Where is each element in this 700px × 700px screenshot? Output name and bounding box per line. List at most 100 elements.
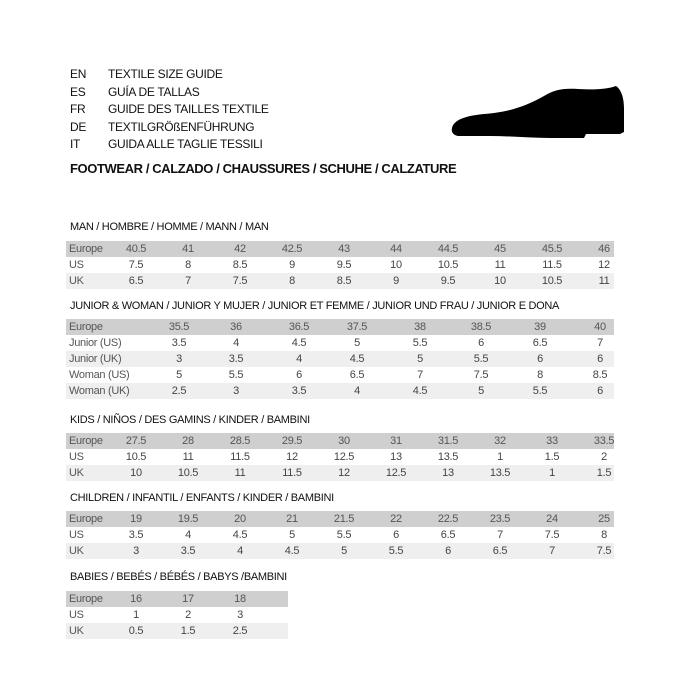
row-label: Woman (UK) [69,385,130,397]
table-cell: 22.5 [437,513,459,525]
table-cell: 4 [233,337,239,349]
table-row: Woman (US) 5 5.5 6 6.5 7 7.5 8 8.5 [66,367,614,383]
junior-woman-size-table: Europe 35.5 36 36.5 37.5 38 38.5 39 40 Junior (US… [66,319,614,399]
table-cell: 5.5 [228,369,244,381]
table-cell: 3 [176,353,182,365]
table-cell: 8 [601,529,607,541]
table-cell: 3.5 [228,353,244,365]
table-cell: 8 [289,275,295,287]
language-code: DE [70,119,87,134]
table-cell: 6.5 [349,369,365,381]
table-cell: 7 [417,369,423,381]
table-cell: 4.5 [284,545,300,557]
table-cell: 8.5 [336,275,352,287]
table-cell: 7.5 [544,529,560,541]
row-label: Europe [69,243,103,255]
table-cell: 6.5 [532,337,548,349]
table-cell: 4 [354,385,360,397]
table-cell: 7 [549,545,555,557]
table-cell: 10.5 [437,259,459,271]
table-cell: 4.5 [291,337,307,349]
table-cell: 7.5 [232,275,248,287]
table-cell: 8.5 [592,369,608,381]
table-cell: 3.5 [180,545,196,557]
table-cell: 5 [176,369,182,381]
table-cell: 7 [185,275,191,287]
table-cell: 31 [390,435,402,447]
babies-section-title: BABIES / BEBÉS / BÉBÉS / BABYS /BAMBINI [70,571,287,583]
guide-title: TEXTILE SIZE GUIDE [108,67,223,81]
table-cell: 24 [546,513,558,525]
table-cell: 2 [601,451,607,463]
table-cell: 9 [289,259,295,271]
table-cell: 13 [442,467,454,479]
table-cell: 41 [182,243,194,255]
table-cell: 32 [494,435,506,447]
table-cell: 43 [338,243,350,255]
row-label: US [69,609,84,621]
table-cell: 1 [497,451,503,463]
table-cell: 33.5 [593,435,615,447]
table-cell: 7 [597,337,603,349]
table-cell: 6 [537,353,543,365]
table-header-row: Europe 40.5 41 42 42.5 43 44 44.5 45 45.5 46 [66,241,614,257]
table-cell: 29.5 [281,435,303,447]
table-row: Woman (UK) 2.5 3 3.5 4 4.5 5 5.5 6 [66,383,614,399]
table-cell: 1.5 [180,625,196,637]
table-row: UK 6.5 7 7.5 8 8.5 9 9.5 10 10.5 11 [66,273,614,289]
row-label: US [69,529,84,541]
table-cell: 10.5 [125,451,147,463]
table-cell: 3.5 [171,337,187,349]
table-cell: 10 [390,259,402,271]
table-cell: 18 [234,593,246,605]
language-code: ES [70,84,86,99]
table-cell: 44 [390,243,402,255]
row-label: Europe [69,435,103,447]
table-cell: 37.5 [346,321,368,333]
table-cell: 36.5 [288,321,310,333]
guide-title: GUIDE DES TAILLES TEXTILE [108,102,269,116]
row-label: UK [69,625,84,637]
table-cell: 11.5 [542,259,562,271]
table-cell: 8 [537,369,543,381]
table-cell: 11 [494,259,506,271]
table-cell: 36 [230,321,242,333]
table-cell: 2 [185,609,191,621]
table-row: Junior (UK) 3 3.5 4 4.5 5 5.5 6 6 [66,351,614,367]
row-label: US [69,259,84,271]
table-cell: 5.5 [412,337,428,349]
table-cell: 42.5 [281,243,303,255]
table-cell: 45 [494,243,506,255]
table-cell: 30 [338,435,350,447]
table-cell: 33 [546,435,558,447]
table-cell: 13.5 [437,451,459,463]
babies-size-table: Europe 16 17 18 US 1 2 3 UK 0.5 1.5 2.5 [66,591,288,639]
shoe-icon [451,86,624,138]
footwear-heading: FOOTWEAR / CALZADO / CHAUSSURES / SCHUHE… [70,161,457,176]
table-cell: 6 [597,353,603,365]
table-row: UK 10 10.5 11 11.5 12 12.5 13 13.5 1 1.5 [66,465,614,481]
table-cell: 38 [414,321,426,333]
table-cell: 6 [597,385,603,397]
table-cell: 3.5 [291,385,307,397]
table-cell: 11.5 [230,451,250,463]
table-cell: 7.5 [128,259,144,271]
table-cell: 35.5 [168,321,190,333]
table-cell: 39 [534,321,546,333]
table-cell: 3 [233,385,239,397]
table-cell: 23.5 [489,513,511,525]
row-label: Junior (US) [69,337,122,349]
table-cell: 5 [354,337,360,349]
table-cell: 5.5 [336,529,352,541]
kids-section-title: KIDS / NIÑOS / DES GAMINS / KINDER / BAM… [70,414,310,426]
table-row: US 1 2 3 [66,607,288,623]
table-cell: 12 [286,451,298,463]
table-cell: 9.5 [440,275,456,287]
row-label: UK [69,275,84,287]
table-cell: 20 [234,513,246,525]
table-header-row: Europe 35.5 36 36.5 37.5 38 38.5 39 40 [66,319,614,335]
table-cell: 4 [185,529,191,541]
table-cell: 40 [594,321,606,333]
row-label: Woman (US) [69,369,130,381]
table-cell: 10.5 [177,467,199,479]
